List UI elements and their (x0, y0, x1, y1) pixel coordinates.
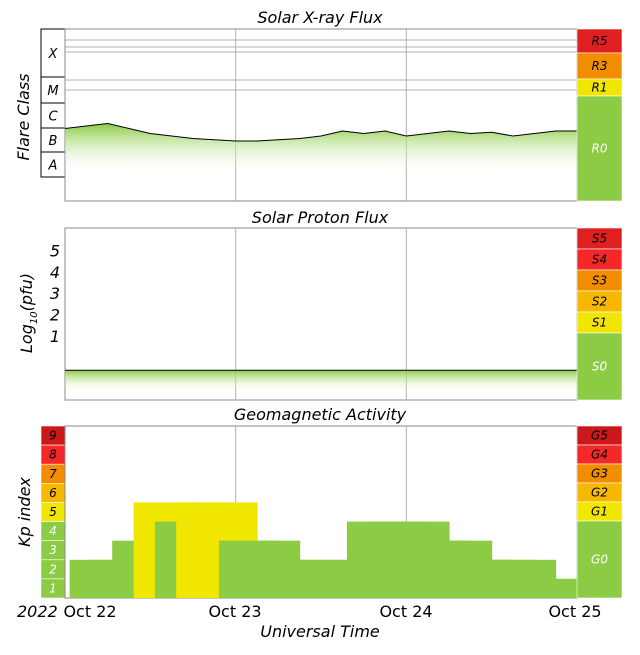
proton-tick-label: 3 (50, 284, 60, 303)
kp-level-label-7: 7 (49, 467, 57, 481)
proton-flux-area (65, 370, 577, 392)
kp-level-label-6: 6 (49, 486, 57, 500)
geomag-plot (64, 425, 599, 599)
scale-label-g3: G3 (591, 467, 608, 481)
xray-gridlines (65, 29, 577, 201)
proton-plot (64, 227, 578, 401)
scale-cell-g0 (576, 520, 623, 599)
kp-level-label-4: 4 (49, 524, 57, 538)
proton-tick-label: 2 (50, 306, 60, 325)
x-axis-tick-label: Oct 24 (379, 602, 432, 621)
flare-class-cell-a (40, 151, 66, 178)
proton-title: Solar Proton Flux (252, 208, 389, 227)
geomag-ylabel: Kp index (15, 477, 34, 547)
scale-label-r1: R1 (592, 81, 608, 95)
scale-label-g1: G1 (591, 505, 608, 519)
x-axis-ticks: 2022 Oct 22 Oct 23 Oct 24 Oct 25 (17, 602, 602, 621)
geomag-title: Geomagnetic Activity (234, 405, 407, 424)
x-axis-tick-label: Oct 23 (208, 602, 261, 621)
kp-level-column: 9 8 7 6 5 4 3 2 1 (40, 425, 66, 599)
x-axis-label: Universal Time (260, 622, 380, 641)
scale-label-g2: G2 (591, 486, 608, 500)
x-axis-tick-label: Oct 25 (548, 602, 601, 621)
flare-class-label-x: X (48, 47, 59, 62)
scale-label-s1: S1 (592, 316, 607, 330)
kp-level-label-8: 8 (49, 448, 57, 462)
scale-label-r0: R0 (592, 142, 608, 156)
scale-label-g5: G5 (591, 429, 608, 443)
scale-cell-r0 (576, 95, 623, 202)
scale-label-g4: G4 (591, 448, 608, 462)
xray-ylabel: Flare Class (14, 73, 33, 160)
flare-class-label-b: B (49, 134, 58, 149)
x-axis-tick-label: Oct 22 (63, 602, 116, 621)
proton-ylabel: Log10(pfu) (17, 273, 40, 353)
scale-cell-r3 (576, 52, 623, 80)
kp-level-label-2: 2 (49, 562, 57, 576)
kp-level-label-1: 1 (49, 581, 57, 595)
scale-label-r5: R5 (592, 34, 608, 48)
xray-flux-area (65, 123, 577, 175)
scale-cell-s0 (576, 332, 623, 401)
flare-class-cell-x (40, 28, 66, 78)
xray-r-scale: R5 R3 R1 R0 (576, 28, 623, 202)
kp-bars (69, 502, 599, 598)
geomag-g-scale: G5 G4 G3 G2 G1 G0 (576, 425, 623, 599)
xray-title: Solar X-ray Flux (257, 8, 383, 27)
proton-tick-label: 1 (50, 327, 60, 346)
scale-label-g0: G0 (591, 553, 608, 567)
proton-s-scale: S5 S4 S3 S2 S1 S0 (576, 227, 623, 401)
proton-tick-label: 4 (50, 263, 60, 282)
scale-cell-r5 (576, 28, 623, 54)
flare-class-label-m: M (47, 84, 58, 99)
x-axis-year: 2022 (17, 602, 58, 621)
scale-label-s4: S4 (592, 253, 607, 267)
scale-label-s3: S3 (592, 274, 607, 288)
scale-label-s5: S5 (592, 232, 607, 246)
kp-level-label-9: 9 (49, 429, 57, 443)
flare-class-label-a: A (48, 159, 58, 174)
proton-tick-label: 5 (50, 241, 60, 260)
scale-label-s2: S2 (592, 295, 607, 309)
kp-level-label-3: 3 (49, 543, 57, 557)
xray-plot (64, 28, 578, 202)
scale-label-r3: R3 (592, 59, 608, 73)
xray-flux-line (64, 122, 577, 142)
flare-class-label-c: C (48, 110, 58, 125)
proton-tick-labels: 5 4 3 2 1 (50, 241, 60, 346)
kp-level-label-5: 5 (49, 505, 57, 519)
scale-label-s0: S0 (592, 360, 608, 374)
xray-plot-frame (64, 28, 578, 202)
